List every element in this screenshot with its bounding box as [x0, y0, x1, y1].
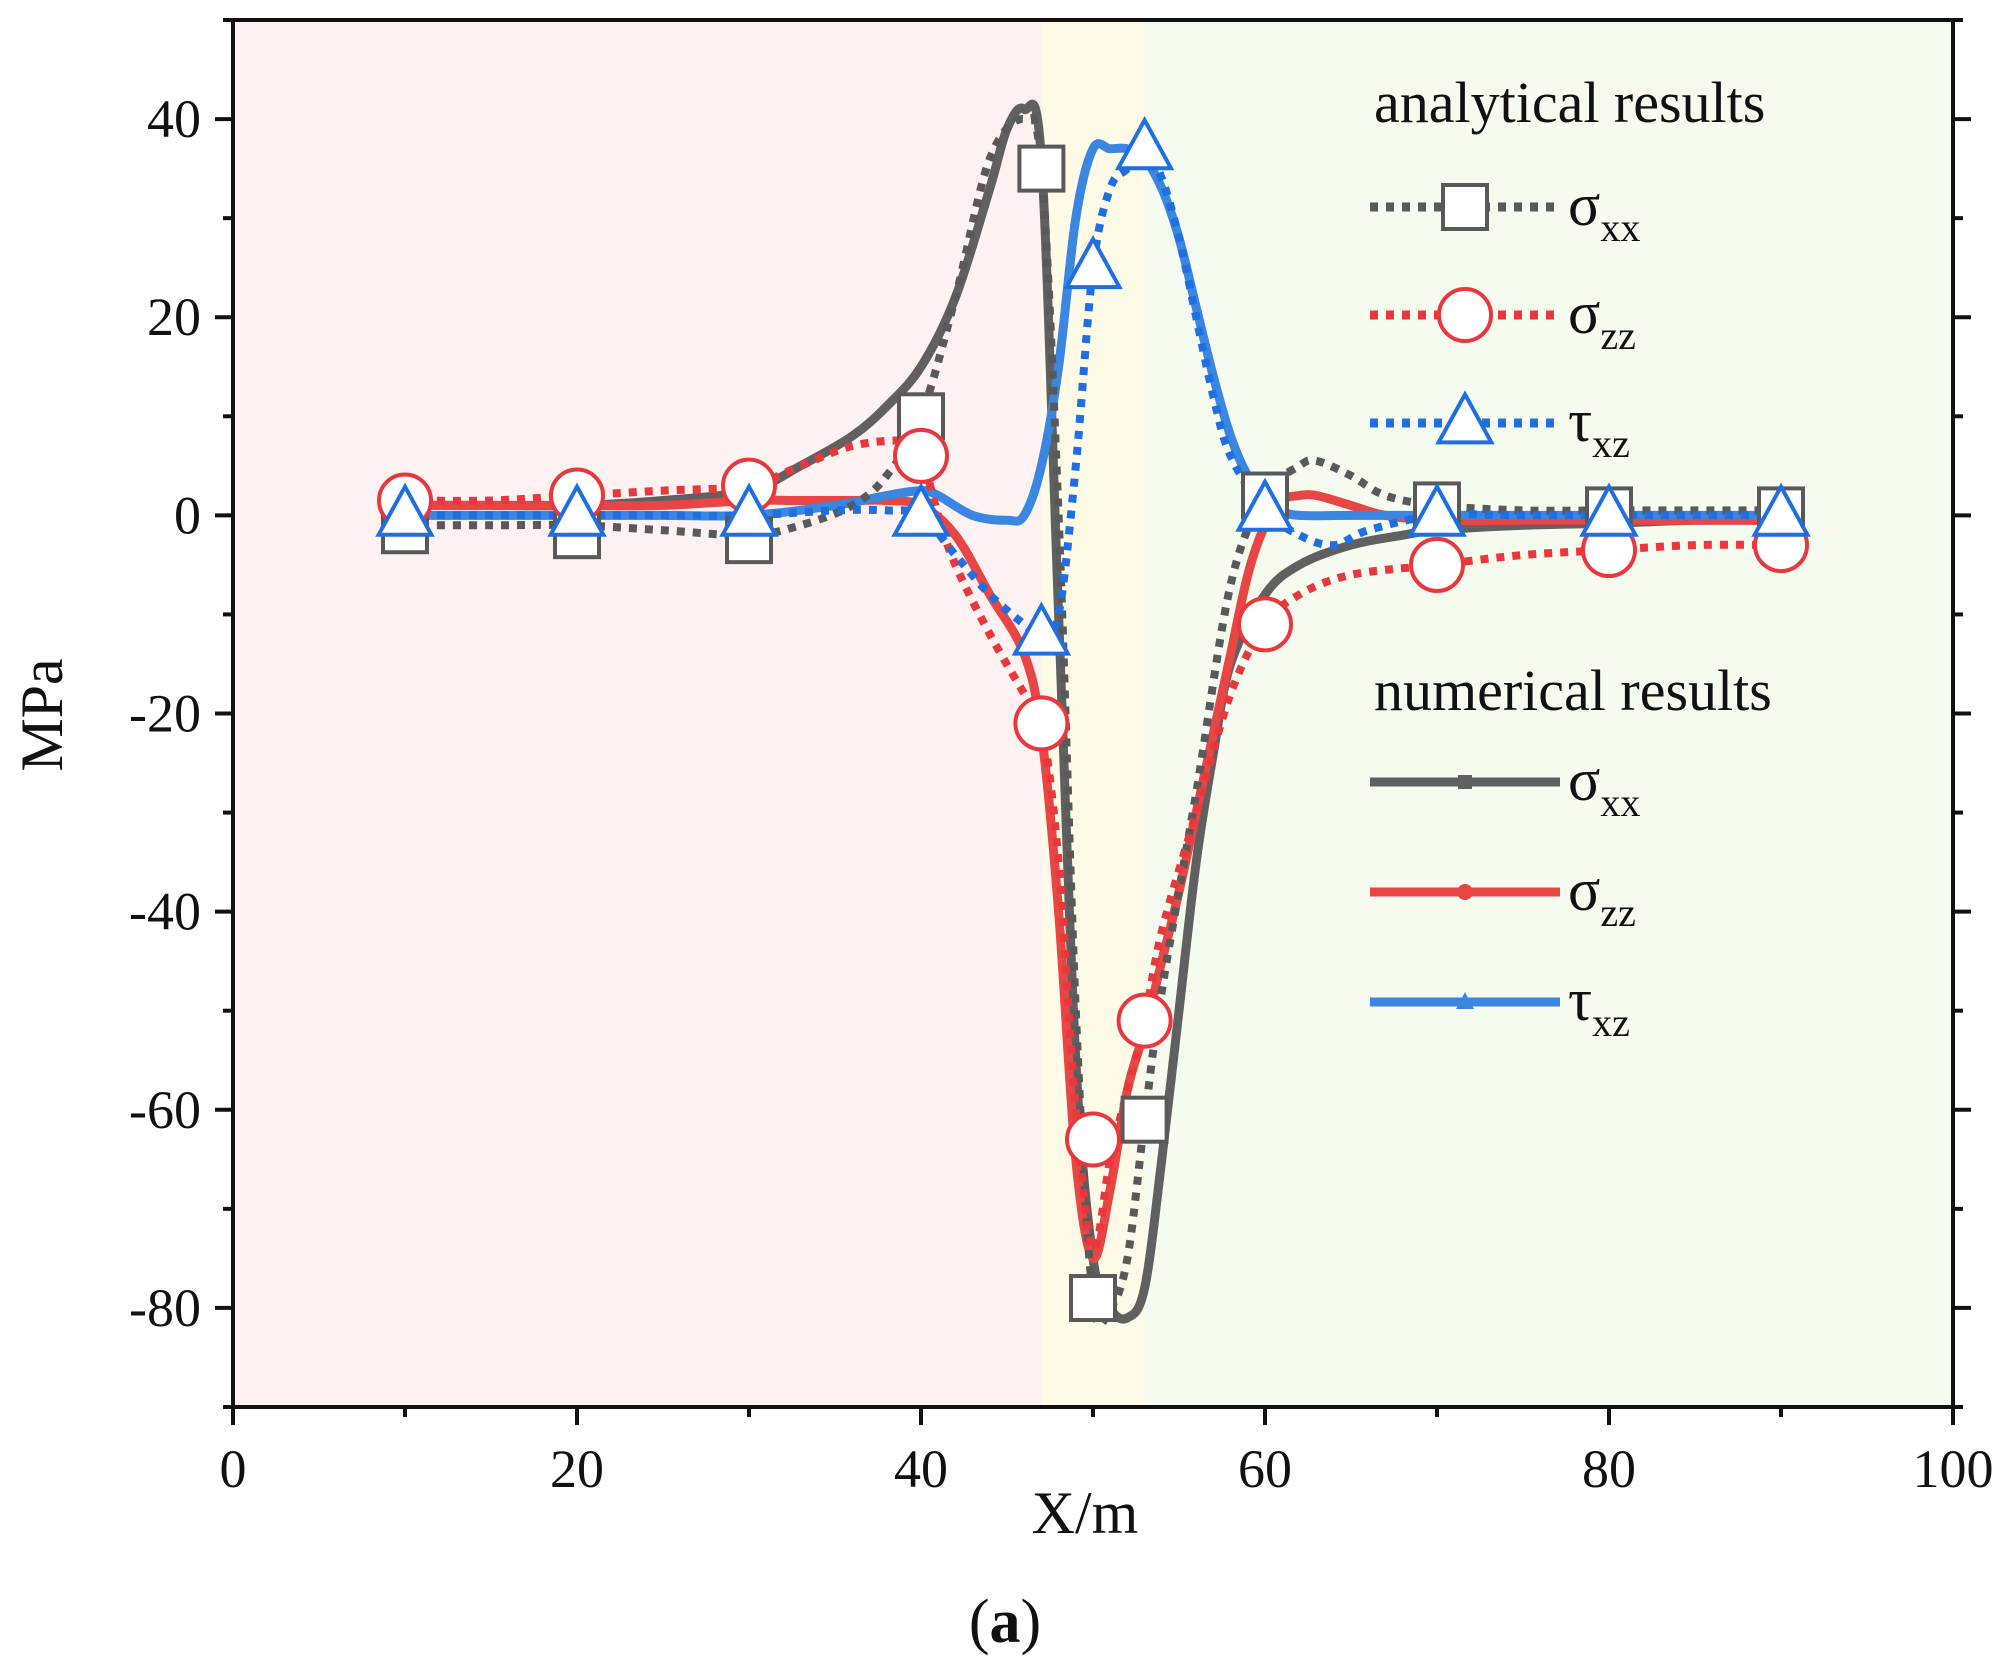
y-tick-label: 20: [147, 287, 201, 347]
data-point-analytical-xz: [547, 482, 607, 537]
legend-subscript: zz: [1600, 890, 1636, 935]
legend-label-numerical-zz: σzz: [1568, 857, 1636, 935]
legend-symbol: σ: [1568, 280, 1600, 346]
data-point-analytical-xz: [1235, 477, 1295, 532]
caption-open: (: [969, 1588, 990, 1656]
data-point-analytical-xz: [1114, 115, 1175, 171]
series-line-analytical-xx: [405, 114, 1781, 1329]
x-tick-label: 20: [550, 1439, 604, 1499]
y-tick-label: 0: [174, 485, 201, 545]
series-line-analytical-xz: [405, 144, 1781, 639]
legend-symbol: τ: [1568, 388, 1592, 454]
data-point-analytical-zz: [1409, 536, 1465, 593]
legend-label-numerical-xx: σxx: [1568, 747, 1640, 825]
data-point-analytical-xz: [1063, 234, 1123, 290]
legend-marker-small-xx: [1458, 775, 1472, 789]
data-point-analytical-xz: [1579, 482, 1639, 537]
caption-close: ): [1021, 1588, 1042, 1656]
data-point-analytical-xx: [1069, 1274, 1117, 1323]
x-tick-label: 60: [1238, 1439, 1292, 1499]
legend-subscript: xz: [1592, 1000, 1630, 1045]
region-band: [233, 20, 1042, 1407]
legend-heading-numerical: numerical results: [1374, 658, 1772, 723]
caption-letter: a: [990, 1588, 1021, 1656]
legend-marker-xx: [1441, 183, 1489, 231]
x-tick-label: 0: [220, 1439, 247, 1499]
data-point-analytical-xz: [719, 482, 779, 537]
legend-symbol: σ: [1568, 747, 1600, 813]
legend-marker-small-zz: [1457, 884, 1473, 900]
legend-label-analytical-zz: σzz: [1568, 280, 1636, 358]
legend-marker-zz: [1437, 287, 1493, 343]
data-point-analytical-xx: [1017, 144, 1066, 193]
y-tick-label: -60: [129, 1080, 201, 1140]
legend-label-numerical-xz: τxz: [1568, 967, 1630, 1045]
legend-subscript: xx: [1600, 780, 1640, 825]
data-point-analytical-zz: [1013, 695, 1070, 752]
data-point-analytical-zz: [893, 427, 949, 484]
data-point-analytical-zz: [1237, 596, 1293, 653]
legend-marker-small-xz: [1456, 992, 1474, 1009]
legend-subscript: xz: [1592, 421, 1630, 466]
figure-caption: (a): [969, 1588, 1041, 1656]
legend-label-analytical-xz: τxz: [1568, 388, 1630, 466]
x-tick-label: 100: [1913, 1439, 1994, 1499]
data-point-analytical-xz: [1407, 482, 1467, 537]
background-regions: [233, 20, 1953, 1407]
data-point-analytical-xz: [1011, 601, 1072, 656]
x-tick-label: 80: [1582, 1439, 1636, 1499]
legend-symbol: τ: [1568, 967, 1592, 1033]
series-line-numerical-xz: [405, 139, 1781, 526]
region-band: [1144, 20, 1953, 1407]
data-point-analytical-xz: [1751, 482, 1811, 537]
y-tick-label: -20: [129, 684, 201, 744]
legend-heading-analytical: analytical results: [1374, 70, 1765, 135]
legend-symbol: σ: [1568, 857, 1600, 923]
x-tick-label: 40: [894, 1439, 948, 1499]
axes: 0 20 40 60 80 100 40 20 0 -20 -40 -60 -80: [129, 18, 1994, 1499]
x-axis-title: X/m: [1032, 1480, 1139, 1546]
legend-subscript: xx: [1600, 205, 1640, 250]
y-tick-label: -40: [129, 882, 201, 942]
data-point-analytical-xx: [1120, 1095, 1169, 1144]
y-tick-label: 40: [147, 89, 201, 149]
y-axis-title: MPa: [9, 658, 75, 771]
data-point-analytical-xz: [375, 482, 435, 537]
data-point-analytical-xz: [891, 482, 951, 537]
legend-subscript: zz: [1600, 313, 1636, 358]
data-series: [404, 99, 1782, 1329]
legend-label-analytical-xx: σxx: [1568, 172, 1640, 250]
data-point-analytical-zz: [1065, 1111, 1121, 1168]
data-point-analytical-zz: [1116, 992, 1173, 1049]
legend-marker-xz: [1435, 390, 1495, 445]
y-tick-label: -80: [129, 1278, 201, 1338]
legend-symbol: σ: [1568, 172, 1600, 238]
data-markers: [375, 115, 1811, 1323]
